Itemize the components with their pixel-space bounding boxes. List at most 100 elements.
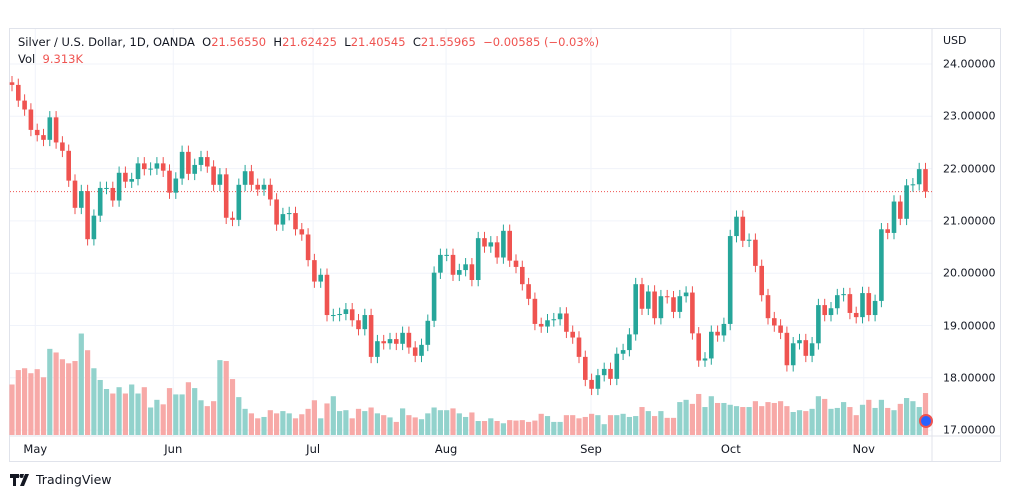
volume-bar [796,410,803,435]
candle-body [116,172,122,201]
volume-bar [66,363,72,435]
candle-body [286,213,292,215]
candle-body [16,84,21,101]
candle-body [916,169,922,185]
candle-body [627,334,632,351]
candle-body [186,151,191,174]
candle-body [53,117,59,143]
volume-bar [9,384,15,435]
candle-body [91,215,97,240]
volume-bar [645,411,651,435]
month-label: Jun [164,442,183,456]
volume-bar [192,388,198,435]
events-icon[interactable] [919,414,933,428]
volume-bar [526,421,532,435]
price-tick-label: 20.00000 [943,266,996,280]
tradingview-logo[interactable]: TradingView [10,472,112,487]
candle-body [9,82,15,85]
volume-bar [85,350,91,435]
volume-bar [664,417,670,435]
vol-label[interactable]: Vol [18,52,36,66]
volume-bar [551,421,557,435]
candle-body [860,293,865,318]
volume-bar [173,394,179,435]
candle-body [104,187,109,189]
candle-body [803,340,809,356]
volume-bar [129,384,135,435]
candle-body [564,313,569,332]
volume-bar [765,402,771,435]
candle-body [778,325,783,333]
volume-bar [286,413,292,435]
volume-bar [431,407,437,435]
candle-body [274,199,279,225]
volume-bar [601,424,607,435]
volume-bar [532,420,538,435]
candle-body [501,230,506,258]
vol-value: 9.313K [42,52,83,66]
volume-bar [198,400,204,435]
candle-body [60,142,65,151]
volume-bar [904,398,910,435]
currency-label[interactable]: USD [943,34,967,47]
volume-bar [677,402,683,435]
candle-body [671,297,676,312]
candle-body [784,332,790,366]
candle-body [507,230,512,261]
volume-bar [696,393,702,435]
ohlc-legend: Silver / U.S. Dollar, 1D, OANDA O21.5655… [18,35,599,49]
candle-body [261,184,267,190]
candle-body [841,294,846,296]
volume-bar [847,407,853,435]
candle-body [589,379,594,389]
volume-bar [292,418,299,435]
candle-body [205,157,210,167]
month-label: Jul [306,442,321,456]
volume-bar [406,415,412,435]
candle-body [425,320,431,345]
candle-body [885,229,890,233]
candle-body [822,305,827,316]
symbol-title[interactable]: Silver / U.S. Dollar, 1D, OANDA [18,35,195,49]
volume-bar [280,411,286,435]
volume-bar [633,416,639,435]
candle-body [790,343,796,366]
candle-body [72,180,78,208]
volume-bar [116,387,122,435]
volume-bar [141,387,147,435]
volume-bar [784,406,790,435]
volume-bar [595,415,601,435]
volume-bar [148,407,154,435]
volume-bar [866,399,872,435]
candle-body [312,260,317,282]
candle-body [475,238,481,280]
candle-body [753,239,758,266]
volume-bar [324,403,330,435]
volume-bar [582,416,588,435]
volume-bar [78,333,84,435]
candle-body [97,187,103,216]
candle-body [853,312,859,318]
candle-body [268,184,273,200]
candle-body [299,229,305,235]
candle-body [22,100,27,110]
candle-body [551,319,557,321]
candle-body [576,337,582,357]
volume-bar [261,416,267,435]
candle-body [620,350,626,354]
volume-bar [135,393,141,435]
candle-body [690,292,695,334]
high-value: 21.62425 [282,35,337,49]
candle-body [482,238,487,247]
volume-bar [740,407,746,435]
candle-body [904,185,909,219]
candle-body [135,163,141,180]
volume-bar [412,417,418,435]
volume-bar [841,402,847,435]
candle-body [646,291,651,309]
volume-bar [59,359,65,435]
candle-body [513,260,519,267]
volume-bar [362,411,368,435]
volume-bar [878,399,884,435]
